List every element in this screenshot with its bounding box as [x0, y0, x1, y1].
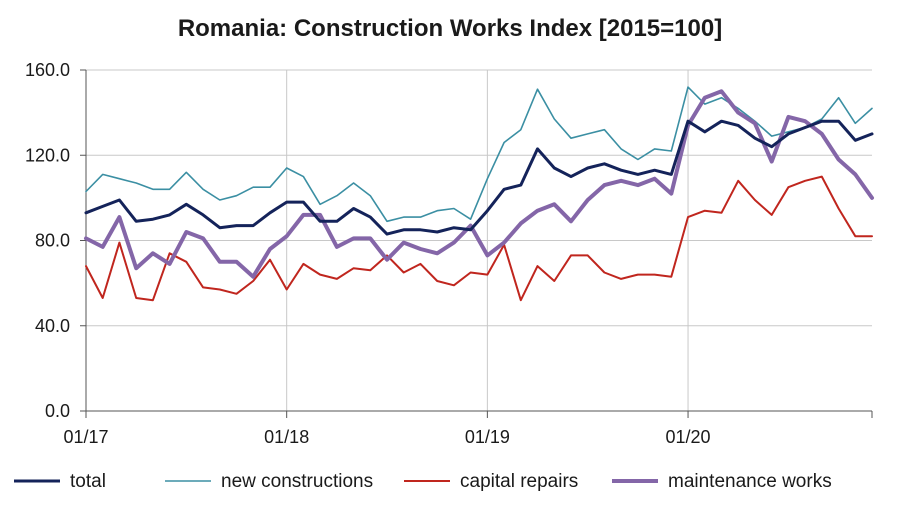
legend-label-capital-repairs: capital repairs: [460, 471, 578, 492]
y-tick-label: 120.0: [25, 145, 70, 165]
x-tick-label: 01/17: [63, 427, 108, 447]
legend-label-new-constructions: new constructions: [221, 471, 373, 492]
x-tick-label: 01/18: [264, 427, 309, 447]
y-tick-label: 0.0: [45, 401, 70, 421]
y-tick-label: 40.0: [35, 316, 70, 336]
series-line-new-constructions: [85, 86, 873, 223]
y-tick-labels: 0.0 40.0 80.0 120.0 160.0: [25, 60, 70, 421]
x-tick-labels: 01/17 01/18 01/19 01/20: [63, 427, 710, 447]
chart-title: Romania: Construction Works Index [2015=…: [178, 15, 722, 42]
legend-label-maintenance-works: maintenance works: [668, 471, 832, 492]
x-tick-label: 01/20: [666, 427, 711, 447]
legend: total new constructions capital repairs mai…: [14, 471, 832, 492]
y-tick-label: 80.0: [35, 231, 70, 251]
x-tick-label: 01/19: [465, 427, 510, 447]
series-lines: [84, 86, 874, 302]
series-line-total: [84, 119, 874, 236]
series-line-capital-repairs: [85, 175, 873, 302]
gridlines: [86, 69, 872, 411]
legend-label-total: total: [70, 471, 106, 492]
series-line-maintenance-works: [84, 89, 874, 279]
y-tick-label: 160.0: [25, 60, 70, 80]
